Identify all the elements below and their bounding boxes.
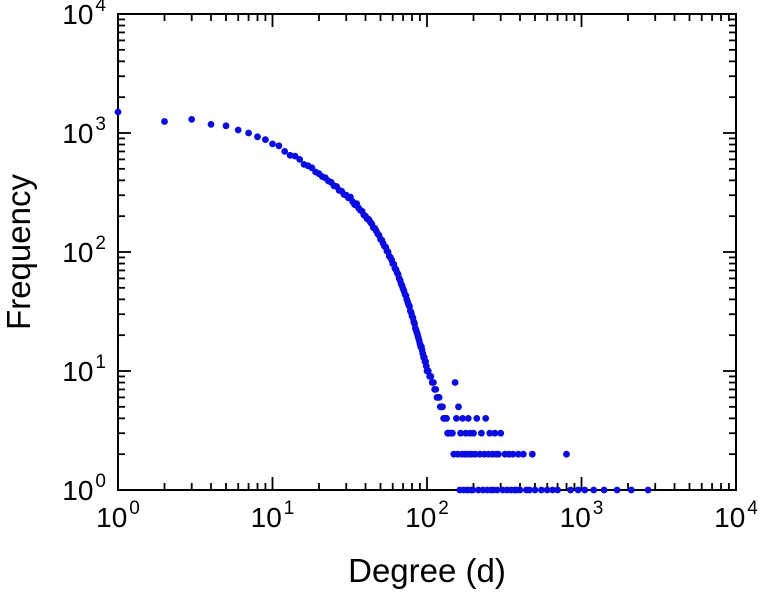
data-point <box>549 486 556 494</box>
data-point <box>188 116 196 123</box>
x-tick-label: 10 4 <box>714 498 758 533</box>
y-tick-label: 10 3 <box>62 114 106 149</box>
data-point <box>443 415 450 422</box>
data-point <box>114 108 122 116</box>
data-point <box>574 486 582 494</box>
y-tick-label: 10 2 <box>62 233 106 268</box>
data-point <box>478 429 485 437</box>
data-point <box>567 486 574 494</box>
data-point <box>482 415 490 422</box>
data-point <box>554 486 561 494</box>
data-point <box>435 394 443 401</box>
data-point <box>493 486 501 494</box>
data-point <box>491 429 499 437</box>
data-point <box>234 126 242 134</box>
data-point <box>600 486 608 494</box>
data-point <box>514 450 522 458</box>
data-point <box>222 122 230 130</box>
data-point <box>519 450 527 458</box>
plot-frame <box>117 13 737 491</box>
data-point <box>453 415 460 422</box>
data-point <box>459 415 466 422</box>
data-point <box>538 486 545 494</box>
data-point <box>296 156 304 163</box>
y-axis-label: Frequency <box>0 174 37 330</box>
data-point <box>473 415 481 422</box>
data-point <box>451 379 459 386</box>
y-tick-label: 10 1 <box>62 352 106 387</box>
data-point <box>613 486 621 494</box>
data-point <box>457 429 464 437</box>
data-point <box>207 121 215 128</box>
data-point <box>430 379 437 386</box>
data-point <box>516 486 524 494</box>
data-point <box>543 486 551 494</box>
data-point <box>509 450 517 458</box>
data-point <box>495 450 502 458</box>
y-tick-label: 10 0 <box>62 471 106 506</box>
data-point <box>432 386 440 393</box>
data-point <box>439 403 446 411</box>
data-point <box>449 429 456 437</box>
data-point <box>531 486 539 494</box>
plot-layer: 10 0 10 1 10 2 10 3 10 4 10 0 10 1 10 2 10 3 10 4 <box>62 0 758 533</box>
data-point <box>245 129 253 137</box>
data-point <box>464 415 472 422</box>
x-tick-label: 10 3 <box>560 498 604 533</box>
data-point <box>286 151 294 159</box>
data-point <box>470 429 477 437</box>
data-point <box>528 450 536 458</box>
data-point <box>427 373 435 380</box>
data-point <box>497 429 505 437</box>
data-point <box>486 429 494 437</box>
data-point <box>627 486 635 494</box>
data-point <box>590 486 598 494</box>
data-point <box>262 136 269 144</box>
data-point <box>581 486 589 494</box>
data-point <box>644 486 652 494</box>
data-point <box>471 450 479 458</box>
data-point <box>254 133 261 141</box>
data-point <box>281 148 289 155</box>
x-tick-label: 10 2 <box>405 498 449 533</box>
data-point <box>161 118 168 125</box>
data-point <box>455 403 462 411</box>
data-point <box>563 450 570 458</box>
y-tick-label: 10 4 <box>62 0 106 30</box>
x-axis-label: Degree (d) <box>348 552 506 589</box>
data-point <box>269 140 276 148</box>
data-point <box>526 486 533 494</box>
data-point <box>275 142 283 150</box>
data-point <box>469 486 477 494</box>
data-point <box>424 367 432 375</box>
x-tick-label: 10 1 <box>251 498 295 533</box>
x-tick-label: 10 0 <box>96 498 140 533</box>
